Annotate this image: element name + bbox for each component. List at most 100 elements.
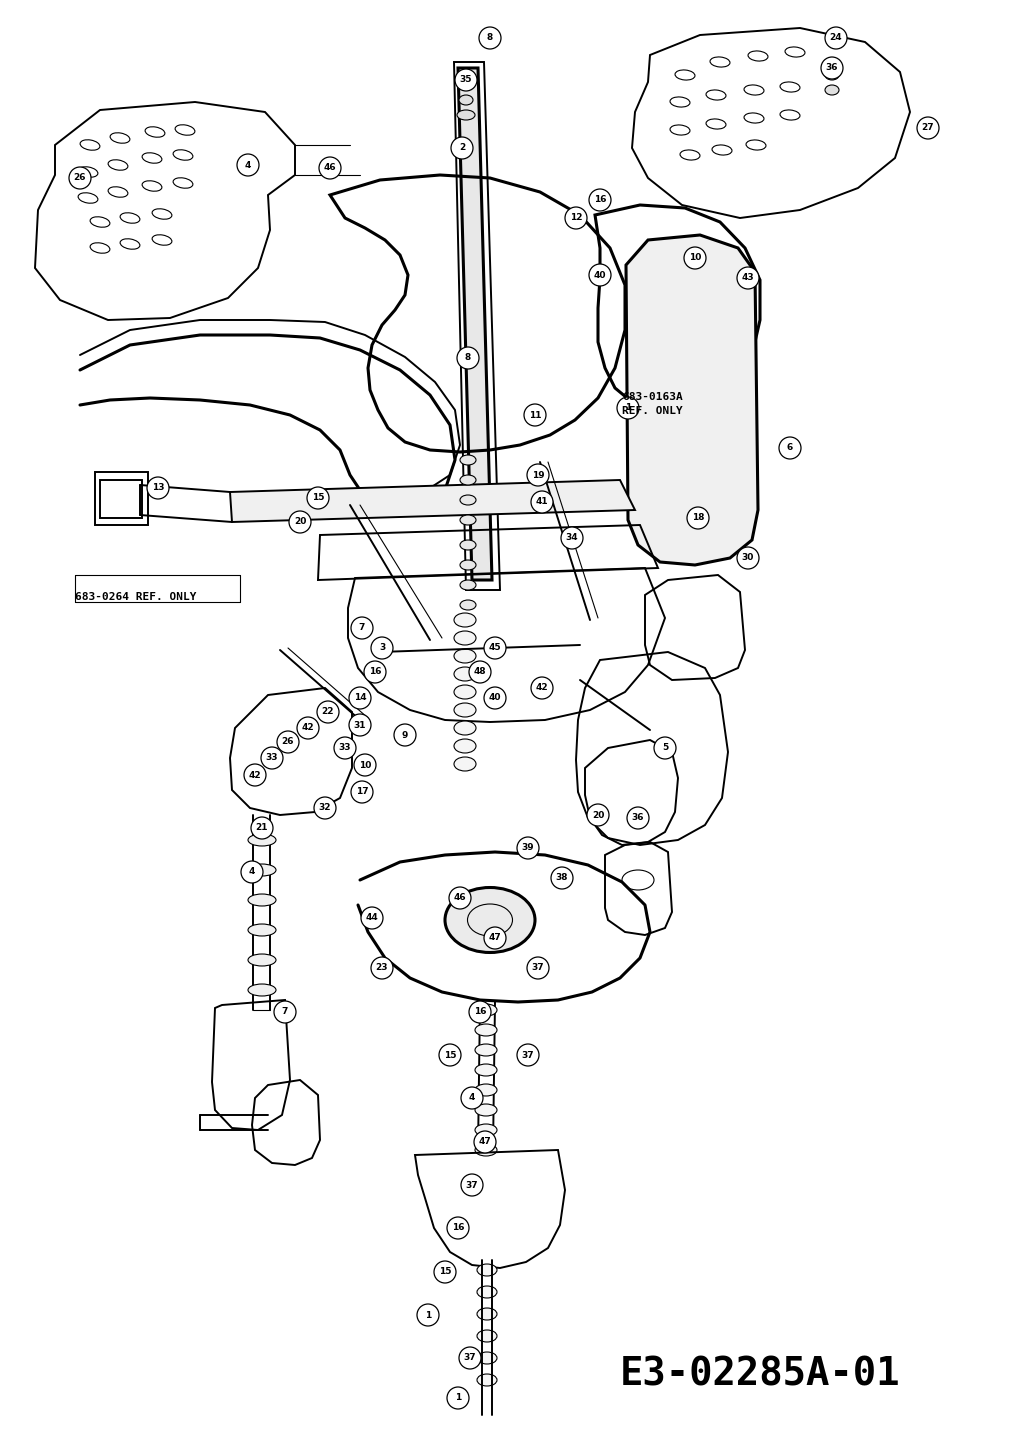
- Ellipse shape: [460, 475, 476, 486]
- Ellipse shape: [477, 1353, 497, 1364]
- Text: 30: 30: [742, 553, 754, 562]
- Circle shape: [417, 1303, 439, 1327]
- Text: 5: 5: [662, 744, 668, 753]
- Ellipse shape: [477, 1286, 497, 1298]
- Text: 21: 21: [256, 824, 268, 832]
- Circle shape: [277, 731, 299, 753]
- Circle shape: [261, 747, 283, 769]
- Circle shape: [917, 117, 939, 139]
- Ellipse shape: [475, 1004, 497, 1016]
- Text: 10: 10: [688, 253, 701, 263]
- Text: 20: 20: [294, 517, 307, 526]
- Ellipse shape: [460, 600, 476, 610]
- Text: 26: 26: [282, 737, 294, 747]
- Circle shape: [349, 714, 370, 736]
- Circle shape: [737, 267, 759, 289]
- Circle shape: [524, 405, 546, 426]
- Ellipse shape: [248, 923, 276, 936]
- Circle shape: [370, 637, 393, 659]
- Text: 20: 20: [591, 811, 604, 819]
- Ellipse shape: [477, 1374, 497, 1386]
- Text: 10: 10: [359, 760, 372, 770]
- Text: E3-02285A-01: E3-02285A-01: [620, 1355, 900, 1394]
- Ellipse shape: [248, 864, 276, 876]
- Ellipse shape: [457, 110, 475, 120]
- Text: 42: 42: [249, 770, 261, 779]
- Text: 24: 24: [830, 33, 842, 42]
- Circle shape: [484, 928, 506, 949]
- Text: 6: 6: [786, 444, 794, 452]
- Text: 4: 4: [245, 160, 251, 169]
- Text: 15: 15: [312, 494, 324, 503]
- Text: 18: 18: [691, 513, 704, 523]
- Text: 40: 40: [593, 270, 606, 279]
- Circle shape: [237, 155, 259, 176]
- Text: 7: 7: [359, 623, 365, 633]
- Circle shape: [447, 1217, 469, 1238]
- Text: 27: 27: [922, 123, 934, 133]
- Circle shape: [457, 347, 479, 368]
- Ellipse shape: [454, 738, 476, 753]
- Text: 683-0264 REF. ONLY: 683-0264 REF. ONLY: [75, 592, 196, 603]
- Text: 45: 45: [489, 643, 502, 653]
- Text: 16: 16: [593, 195, 606, 205]
- Text: 14: 14: [354, 694, 366, 702]
- Text: 19: 19: [531, 471, 544, 480]
- Text: 1: 1: [624, 403, 632, 412]
- Circle shape: [451, 137, 473, 159]
- Text: 16: 16: [452, 1224, 464, 1233]
- Ellipse shape: [477, 1329, 497, 1342]
- Ellipse shape: [454, 685, 476, 699]
- Text: 2: 2: [459, 143, 465, 153]
- Circle shape: [461, 1087, 483, 1108]
- Text: 33: 33: [338, 744, 351, 753]
- Circle shape: [354, 754, 376, 776]
- Text: 47: 47: [479, 1137, 491, 1146]
- Ellipse shape: [248, 834, 276, 845]
- Circle shape: [469, 1001, 491, 1023]
- Text: 1: 1: [425, 1311, 431, 1319]
- Circle shape: [434, 1261, 456, 1283]
- Circle shape: [821, 56, 843, 79]
- Text: 8: 8: [464, 354, 472, 363]
- Text: 42: 42: [301, 724, 315, 733]
- Circle shape: [589, 264, 611, 286]
- Ellipse shape: [454, 668, 476, 681]
- Polygon shape: [230, 480, 635, 522]
- Circle shape: [474, 1131, 496, 1153]
- Text: 36: 36: [632, 814, 644, 822]
- Text: 26: 26: [73, 173, 87, 182]
- Text: 35: 35: [459, 75, 473, 84]
- Text: 4: 4: [249, 867, 255, 877]
- Circle shape: [825, 27, 847, 49]
- Text: 42: 42: [536, 683, 548, 692]
- Text: 31: 31: [354, 721, 366, 730]
- Circle shape: [244, 764, 266, 786]
- Text: 3: 3: [379, 643, 385, 653]
- Circle shape: [737, 548, 759, 569]
- Circle shape: [527, 957, 549, 980]
- Text: 37: 37: [531, 964, 544, 972]
- Circle shape: [561, 527, 583, 549]
- Ellipse shape: [477, 1308, 497, 1319]
- Text: 48: 48: [474, 668, 486, 676]
- Circle shape: [439, 1043, 461, 1066]
- Ellipse shape: [475, 1084, 497, 1095]
- Text: 40: 40: [489, 694, 502, 702]
- Ellipse shape: [248, 954, 276, 967]
- Ellipse shape: [475, 1144, 497, 1156]
- Text: 34: 34: [566, 533, 578, 542]
- Circle shape: [684, 247, 706, 269]
- Ellipse shape: [248, 894, 276, 906]
- Circle shape: [531, 678, 553, 699]
- Circle shape: [779, 436, 801, 460]
- Ellipse shape: [460, 455, 476, 465]
- Text: 13: 13: [152, 484, 164, 493]
- Ellipse shape: [459, 95, 473, 105]
- Circle shape: [317, 701, 338, 722]
- Ellipse shape: [454, 613, 476, 627]
- Circle shape: [459, 1347, 481, 1368]
- Text: 11: 11: [528, 410, 541, 419]
- Circle shape: [455, 69, 477, 91]
- Circle shape: [251, 816, 273, 840]
